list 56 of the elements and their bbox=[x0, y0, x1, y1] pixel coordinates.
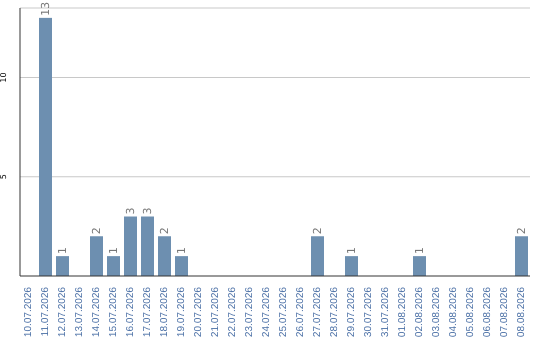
x-tick-label: 15.07.2026 bbox=[108, 286, 119, 338]
bar bbox=[345, 256, 358, 276]
data-label: 2 bbox=[311, 227, 324, 234]
x-tick-label: 20.07.2026 bbox=[193, 286, 204, 338]
x-tick-label: 27.07.2026 bbox=[312, 286, 323, 338]
data-label: 2 bbox=[158, 227, 171, 234]
x-tick-label: 30.07.2026 bbox=[363, 286, 374, 338]
bar bbox=[56, 256, 69, 276]
x-tick-label: 17.07.2026 bbox=[142, 286, 153, 338]
bar bbox=[90, 236, 103, 276]
data-label: 3 bbox=[141, 207, 154, 214]
x-tick-label: 18.07.2026 bbox=[159, 286, 170, 338]
data-label: 1 bbox=[175, 247, 188, 254]
x-tick-label: 19.07.2026 bbox=[176, 286, 187, 338]
x-tick-label: 12.07.2026 bbox=[57, 286, 68, 338]
x-tick-label: 23.07.2026 bbox=[244, 286, 255, 338]
bar bbox=[515, 236, 528, 276]
data-label: 2 bbox=[90, 227, 103, 234]
bar bbox=[158, 236, 171, 276]
data-label: 3 bbox=[124, 207, 137, 214]
data-label: 1 bbox=[413, 247, 426, 254]
x-tick-label: 08.08.2026 bbox=[516, 286, 527, 338]
x-tick-label: 03.08.2026 bbox=[431, 286, 442, 338]
bar bbox=[413, 256, 426, 276]
data-label: 2 bbox=[515, 227, 528, 234]
x-tick-label: 16.07.2026 bbox=[125, 286, 136, 338]
bar bbox=[124, 216, 137, 276]
x-tick-label: 05.08.2026 bbox=[465, 286, 476, 338]
x-tick-label: 04.08.2026 bbox=[448, 286, 459, 338]
data-label: 1 bbox=[107, 247, 120, 254]
x-tick-label: 25.07.2026 bbox=[278, 286, 289, 338]
x-tick-label: 10.07.2026 bbox=[23, 286, 34, 338]
x-tick-label: 01.08.2026 bbox=[397, 286, 408, 338]
bar bbox=[311, 236, 324, 276]
x-tick-label: 06.08.2026 bbox=[482, 286, 493, 338]
x-tick-label: 02.08.2026 bbox=[414, 286, 425, 338]
x-tick-label: 31.07.2026 bbox=[380, 286, 391, 338]
data-label: 1 bbox=[56, 247, 69, 254]
data-label: 13 bbox=[39, 2, 52, 16]
bar bbox=[39, 18, 52, 276]
x-tick-label: 24.07.2026 bbox=[261, 286, 272, 338]
x-tick-label: 11.07.2026 bbox=[40, 286, 51, 336]
data-label: 1 bbox=[345, 247, 358, 254]
x-tick-label: 29.07.2026 bbox=[346, 286, 357, 338]
x-tick-label: 13.07.2026 bbox=[74, 286, 85, 338]
x-tick-label: 07.08.2026 bbox=[499, 286, 510, 338]
y-tick-label: 10 bbox=[0, 72, 8, 83]
bar bbox=[175, 256, 188, 276]
bar bbox=[107, 256, 120, 276]
bar bbox=[141, 216, 154, 276]
x-tick-label: 26.07.2026 bbox=[295, 286, 306, 338]
x-tick-label: 28.07.2026 bbox=[329, 286, 340, 338]
x-tick-label: 21.07.2026 bbox=[210, 286, 221, 338]
x-tick-label: 22.07.2026 bbox=[227, 286, 238, 338]
x-tick-label: 14.07.2026 bbox=[91, 286, 102, 338]
y-tick-label: 5 bbox=[0, 174, 8, 180]
